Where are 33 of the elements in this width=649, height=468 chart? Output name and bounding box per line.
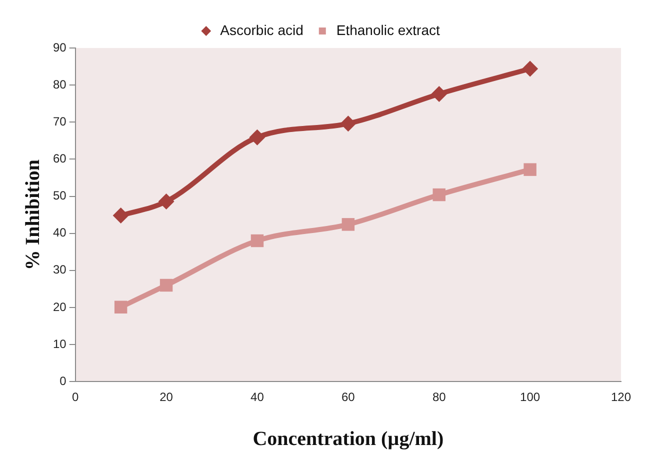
x-tick-label: 120	[610, 390, 632, 404]
x-axis-title: Concentration (µg/ml)	[252, 428, 444, 450]
y-tick-label: 50	[52, 188, 67, 203]
y-tick-label: 70	[52, 114, 67, 128]
y-tick-label: 80	[52, 77, 67, 92]
point	[522, 60, 538, 77]
y-tick-label: 60	[52, 152, 67, 166]
point	[249, 129, 266, 146]
x-tick-label: 0	[72, 390, 80, 404]
y-tick-label: 10	[52, 336, 67, 351]
x-tick-label: 60	[341, 390, 356, 404]
point	[342, 218, 355, 231]
point	[524, 163, 536, 176]
y-tick-label: 0	[60, 374, 67, 388]
y-tick-label: 30	[52, 262, 67, 277]
point	[112, 208, 129, 224]
x-tick-label: 80	[432, 390, 446, 404]
point	[340, 116, 356, 132]
x-tick-label: 20	[160, 390, 174, 404]
point	[114, 300, 128, 314]
x-tick-label: 40	[250, 390, 264, 404]
legend-label: Ascorbic acid	[220, 22, 304, 38]
point	[160, 278, 173, 292]
y-tick-label: 90	[52, 40, 67, 54]
y-tick-label: 40	[52, 226, 67, 240]
point	[250, 234, 264, 248]
y-axis-title: % Inhibition	[22, 159, 44, 270]
point	[158, 193, 174, 210]
legend-label: Ethanolic extract	[336, 22, 440, 38]
point	[432, 188, 446, 202]
x-tick-label: 100	[520, 390, 540, 404]
y-tick-label: 20	[52, 300, 67, 314]
point	[431, 86, 448, 102]
